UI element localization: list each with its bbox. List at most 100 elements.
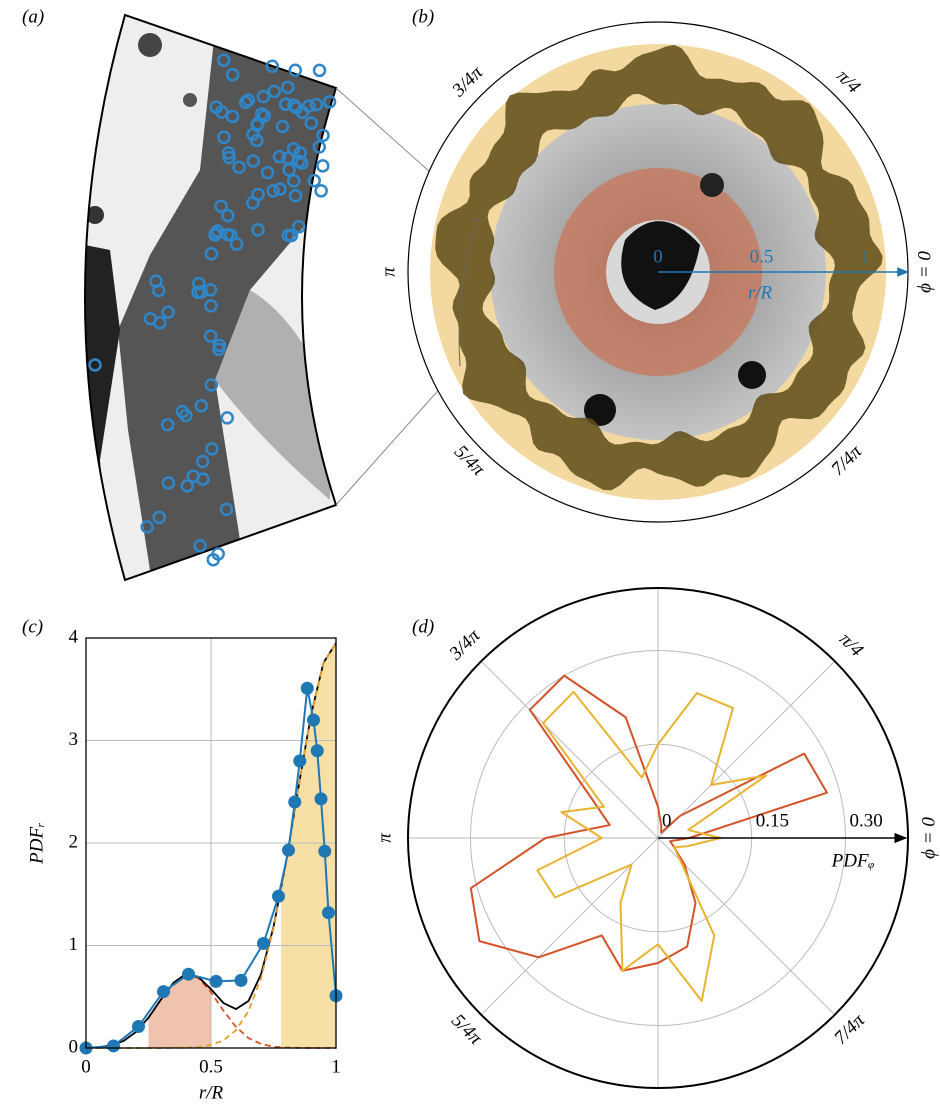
data-point xyxy=(293,754,307,768)
data-point xyxy=(234,973,248,987)
x-axis-label: r/R xyxy=(199,1082,224,1103)
drop-marker xyxy=(149,274,163,288)
drop-marker xyxy=(225,68,240,82)
plot-frame xyxy=(85,637,337,1049)
theta-tick-label: 7/4π xyxy=(830,1010,869,1049)
drop-marker xyxy=(312,140,326,154)
zoom-outline xyxy=(458,214,479,367)
theta-grid-line xyxy=(480,660,659,839)
r-tick-label: 0.15 xyxy=(756,810,789,831)
drop-marker xyxy=(232,160,246,174)
drop-marker xyxy=(288,63,303,77)
drop-marker xyxy=(88,358,102,372)
drop-marker xyxy=(304,116,319,130)
drop-marker xyxy=(225,109,240,124)
drop-marker xyxy=(309,97,324,112)
data-point xyxy=(314,792,328,806)
drop-marker xyxy=(254,107,269,121)
data-point xyxy=(157,985,170,999)
data-point xyxy=(257,936,270,950)
drop-marker xyxy=(288,188,303,203)
pdf-curve xyxy=(536,690,768,1002)
theta-tick-label: 3/4π xyxy=(445,625,485,665)
theta-tick-label: π/4 xyxy=(835,629,867,661)
drop-marker xyxy=(192,276,206,291)
drop-marker xyxy=(161,305,175,319)
drop-marker xyxy=(220,227,235,242)
drop-marker xyxy=(220,411,234,425)
drop-marker xyxy=(186,469,201,484)
drop-marker xyxy=(286,174,301,188)
detected-drops xyxy=(88,53,337,567)
drop-marker xyxy=(293,146,307,160)
data-point xyxy=(310,744,324,758)
panel-label: (c) xyxy=(22,616,43,637)
drop-marker xyxy=(275,119,290,134)
drop-marker xyxy=(204,246,219,261)
theta-grid-line xyxy=(480,837,659,1016)
drop-marker xyxy=(160,418,175,432)
data-point xyxy=(318,844,332,858)
drop-marker xyxy=(281,151,295,165)
drop-marker xyxy=(279,97,293,111)
drop-marker xyxy=(214,199,228,213)
drop-marker xyxy=(193,538,207,553)
drop-marker xyxy=(238,95,253,110)
drop-marker xyxy=(203,283,218,297)
panel-label: (a) xyxy=(22,6,44,27)
data-point xyxy=(132,1019,145,1033)
drop-marker xyxy=(180,479,195,493)
drop-marker xyxy=(322,95,337,109)
drop-marker xyxy=(273,182,287,196)
drop-marker xyxy=(209,100,223,114)
drop-marker xyxy=(203,329,218,343)
drop-marker xyxy=(265,59,280,73)
drop-marker xyxy=(194,398,209,413)
shaded-region xyxy=(148,973,211,1048)
angle-label: π xyxy=(378,267,399,277)
panel-label: (b) xyxy=(412,6,434,27)
drop-marker xyxy=(140,520,154,534)
panel-label: (d) xyxy=(412,616,434,637)
drop-marker xyxy=(256,89,271,104)
drop-marker xyxy=(204,378,219,392)
drop-marker xyxy=(312,63,327,78)
data-point xyxy=(182,967,195,981)
r-axis-label: PDFᵩ xyxy=(831,850,875,871)
drop-marker xyxy=(161,476,176,490)
drop-marker xyxy=(280,80,295,95)
drop-marker xyxy=(216,53,231,68)
x-tick-label: 1 xyxy=(331,1056,341,1077)
data-point xyxy=(209,974,223,988)
x-tick-label: 0 xyxy=(81,1056,91,1077)
radial-tick-label: 1 xyxy=(860,246,870,267)
drop-marker xyxy=(221,146,236,160)
drop-marker xyxy=(153,316,167,330)
radial-tick-label: 0 xyxy=(653,246,663,267)
angle-label: π/4 xyxy=(832,66,864,98)
theta-tick-label: 5/4π xyxy=(447,1010,486,1049)
pdf-curve xyxy=(469,674,829,972)
drop-marker xyxy=(266,184,280,198)
theta-grid-line xyxy=(657,660,836,839)
y-tick-label: 1 xyxy=(69,934,79,955)
drop-marker xyxy=(307,173,321,188)
drop-marker xyxy=(152,510,167,525)
drop-marker xyxy=(295,105,310,120)
drop-marker xyxy=(211,547,225,561)
drop-marker xyxy=(191,285,205,300)
drop-marker xyxy=(175,404,190,419)
y-tick-label: 3 xyxy=(69,729,79,750)
drop-marker xyxy=(217,130,231,145)
angle-label: ϕ = 0 xyxy=(914,251,935,293)
theta-tick-label: π xyxy=(374,833,395,843)
polar-frame xyxy=(407,587,909,1089)
drop-marker xyxy=(267,84,281,99)
shaded-region xyxy=(281,643,336,1048)
data-point xyxy=(300,681,314,695)
drop-marker xyxy=(287,98,301,112)
y-tick-label: 4 xyxy=(69,626,79,647)
drop-marker xyxy=(292,220,306,234)
theta-grid-line xyxy=(657,837,836,1016)
